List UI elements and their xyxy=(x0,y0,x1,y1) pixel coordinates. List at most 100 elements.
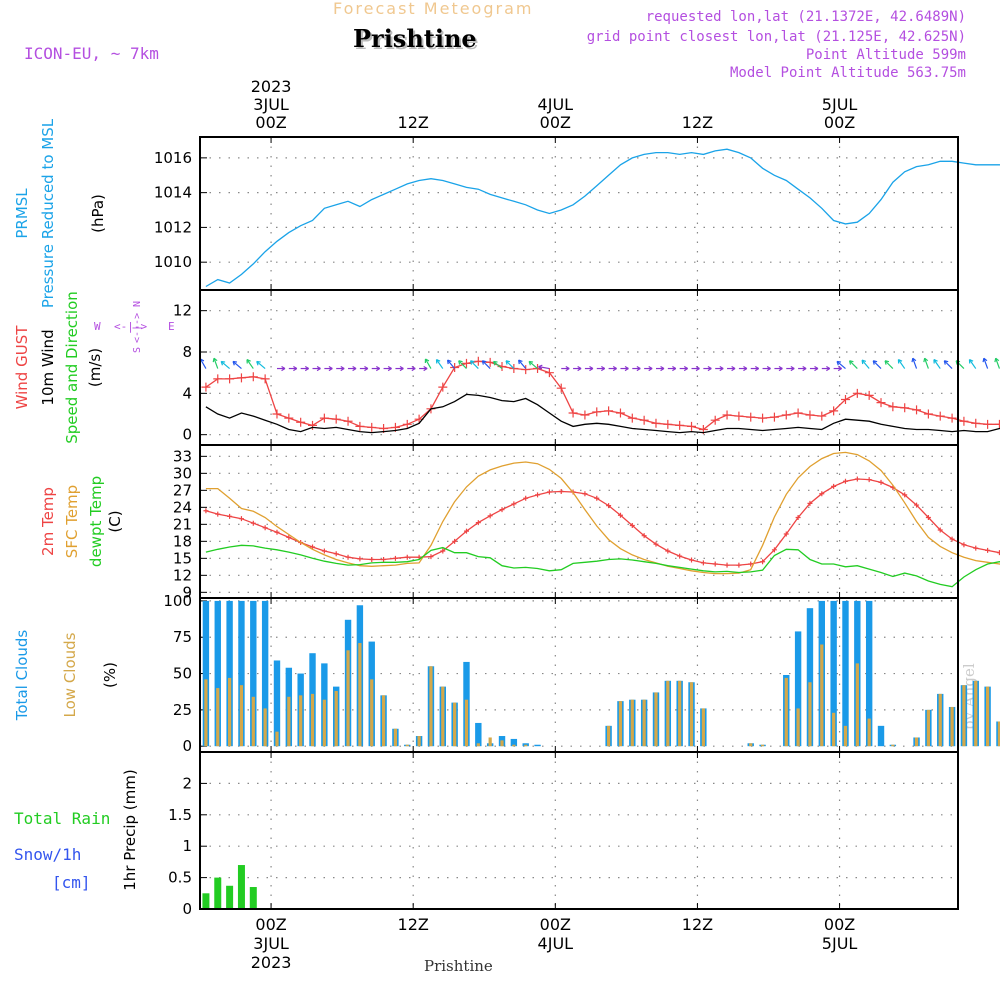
bar-low-cloud xyxy=(524,744,528,747)
wind-arrowhead xyxy=(281,365,286,372)
marker-point xyxy=(629,522,635,528)
compass-n: N xyxy=(132,301,143,307)
bar-low-cloud xyxy=(228,677,232,747)
bar-low-cloud xyxy=(512,744,516,747)
marker-point xyxy=(592,407,602,417)
axis-label: [cm] xyxy=(52,873,91,892)
marker-point xyxy=(284,413,294,423)
bar-low-cloud xyxy=(784,677,788,747)
marker-point xyxy=(523,495,529,501)
wind-arrowhead xyxy=(672,365,677,372)
top-time-label: 12Z xyxy=(398,113,429,132)
bar-low-cloud xyxy=(867,718,871,747)
marker-point xyxy=(250,520,256,526)
bar-low-cloud xyxy=(618,701,623,747)
wind-arrow xyxy=(528,361,538,369)
wind-arrowhead xyxy=(256,360,261,366)
ytick-label: 1010 xyxy=(154,253,192,271)
marker-point xyxy=(308,420,318,430)
ytick-label: 50 xyxy=(173,665,192,683)
bar-low-cloud xyxy=(962,685,966,747)
wind-arrow xyxy=(943,360,953,369)
axis-label: Total Rain xyxy=(14,809,110,828)
wind-arrowhead xyxy=(364,365,369,372)
bar-total-cloud xyxy=(238,600,245,747)
compass-rose: S <-|-> N xyxy=(132,301,143,353)
model-altitude: Model Point Altitude 563.75m xyxy=(729,65,966,81)
model-label: ICON-EU, ~ 7km xyxy=(24,44,159,63)
ytick-label: 2 xyxy=(182,774,192,792)
bottom-time-label: 00Z xyxy=(824,915,855,934)
marker-point xyxy=(866,477,872,483)
footer-location: Prishtine xyxy=(424,957,493,975)
wind-arrow xyxy=(493,361,503,369)
bar-low-cloud xyxy=(938,693,942,747)
bottom-time-label: 12Z xyxy=(398,915,429,934)
wind-arrow xyxy=(199,358,207,369)
wind-arrowhead xyxy=(943,360,949,365)
wind-arrowhead xyxy=(435,358,441,364)
wind-arrow xyxy=(861,359,870,369)
marker-point xyxy=(641,533,647,539)
marker-point xyxy=(392,555,398,561)
wind-arrowhead xyxy=(232,360,238,366)
marker-point xyxy=(568,408,578,418)
bottom-time-label: 5JUL xyxy=(822,934,858,953)
marker-point xyxy=(546,489,552,495)
marker-point xyxy=(333,551,339,557)
marker-point xyxy=(724,562,730,568)
wind-arrowhead xyxy=(304,365,309,372)
marker-point xyxy=(700,560,706,566)
wind-arrow xyxy=(884,360,894,369)
marker-point xyxy=(225,374,235,384)
series-wind-gust xyxy=(205,360,1000,431)
marker-point xyxy=(854,476,860,482)
bar-low-cloud xyxy=(832,712,836,747)
bar-total-cloud xyxy=(510,738,518,747)
bar-rain xyxy=(249,887,257,909)
marker-point xyxy=(653,541,659,547)
axis-label: 10m Wind xyxy=(39,329,57,405)
ytick-label: 27 xyxy=(173,481,192,499)
ytick-label: 30 xyxy=(173,464,192,482)
marker-point xyxy=(355,421,365,431)
bar-low-cloud xyxy=(370,679,374,747)
bar-total-cloud xyxy=(273,660,281,747)
marker-point xyxy=(580,410,590,420)
marker-point xyxy=(947,413,957,423)
bar-low-cloud xyxy=(926,709,930,747)
bar-low-cloud xyxy=(393,728,398,747)
marker-point xyxy=(805,410,815,420)
series-2m-temp xyxy=(205,478,1000,566)
wind-arrow xyxy=(912,357,918,369)
marker-point xyxy=(748,561,754,567)
top-time-label: 12Z xyxy=(682,113,713,132)
wind-arrow xyxy=(505,360,515,369)
wind-arrowhead xyxy=(766,365,771,372)
marker-point xyxy=(438,382,448,392)
bar-low-cloud xyxy=(607,725,611,747)
wind-arrowhead xyxy=(399,365,404,372)
ytick-label: 75 xyxy=(173,628,192,646)
bar-total-cloud xyxy=(794,631,802,747)
top-time-label: 5JUL xyxy=(822,95,858,114)
bar-total-cloud xyxy=(261,600,269,747)
wind-arrowhead xyxy=(778,365,783,372)
marker-point xyxy=(440,548,446,554)
bar-total-cloud xyxy=(475,722,482,747)
marker-point xyxy=(558,488,564,494)
marker-point xyxy=(807,500,813,506)
wind-arrowhead xyxy=(897,358,903,364)
axis-label: Low Clouds xyxy=(61,632,79,717)
panel-frame xyxy=(199,751,959,910)
wind-arrowhead xyxy=(538,364,543,370)
unit-label: 1hr Precip (mm) xyxy=(121,769,139,890)
marker-point xyxy=(381,556,387,562)
ytick-label: 21 xyxy=(173,515,192,533)
bar-low-cloud xyxy=(654,692,658,747)
wind-arrowhead xyxy=(660,365,665,372)
bar-low-cloud xyxy=(417,736,421,747)
wind-arrowhead xyxy=(636,365,641,372)
wind-arrow xyxy=(470,360,479,369)
ytick-label: 1014 xyxy=(154,184,192,202)
